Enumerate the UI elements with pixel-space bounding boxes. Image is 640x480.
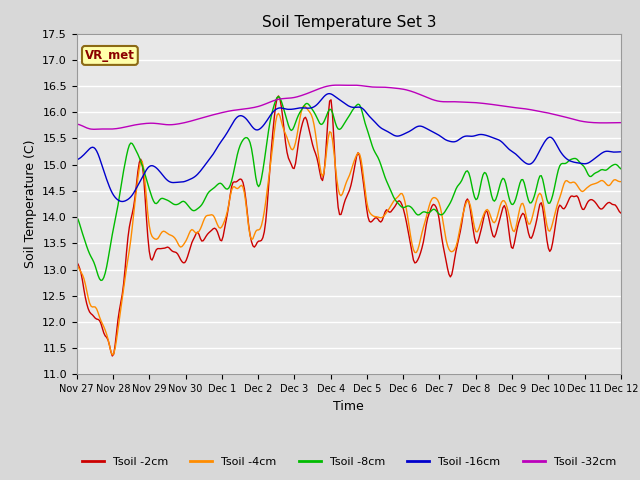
- Tsoil -4cm: [110, 351, 118, 357]
- Tsoil -2cm: [73, 259, 81, 265]
- Tsoil -8cm: [110, 224, 118, 230]
- Tsoil -4cm: [300, 103, 308, 108]
- Tsoil -32cm: [93, 126, 100, 132]
- Tsoil -32cm: [356, 83, 364, 88]
- Tsoil -4cm: [545, 228, 552, 233]
- Tsoil -16cm: [326, 91, 333, 96]
- Tsoil -4cm: [92, 304, 99, 310]
- Tsoil -16cm: [617, 149, 625, 155]
- Tsoil -2cm: [108, 353, 116, 359]
- Tsoil -2cm: [617, 210, 625, 216]
- Tsoil -8cm: [92, 264, 99, 269]
- Line: Tsoil -2cm: Tsoil -2cm: [77, 96, 621, 356]
- Tsoil -32cm: [73, 121, 81, 127]
- Title: Soil Temperature Set 3: Soil Temperature Set 3: [262, 15, 436, 30]
- Tsoil -8cm: [463, 168, 471, 174]
- Tsoil -2cm: [463, 196, 471, 202]
- Tsoil -2cm: [545, 245, 552, 251]
- Tsoil -8cm: [275, 94, 282, 99]
- X-axis label: Time: Time: [333, 400, 364, 413]
- Tsoil -32cm: [90, 126, 98, 132]
- Tsoil -4cm: [108, 352, 116, 358]
- Tsoil -8cm: [617, 166, 625, 172]
- Tsoil -4cm: [617, 179, 625, 184]
- Tsoil -32cm: [110, 126, 118, 132]
- Tsoil -16cm: [356, 104, 364, 110]
- Tsoil -4cm: [356, 151, 364, 156]
- Tsoil -16cm: [92, 146, 99, 152]
- Tsoil -16cm: [616, 149, 623, 155]
- Tsoil -4cm: [463, 198, 471, 204]
- Tsoil -4cm: [616, 179, 623, 184]
- Tsoil -2cm: [92, 315, 99, 321]
- Tsoil -32cm: [463, 99, 471, 105]
- Tsoil -2cm: [275, 93, 282, 99]
- Tsoil -32cm: [616, 120, 623, 126]
- Tsoil -32cm: [334, 82, 342, 88]
- Line: Tsoil -8cm: Tsoil -8cm: [77, 96, 621, 280]
- Line: Tsoil -4cm: Tsoil -4cm: [77, 106, 621, 355]
- Tsoil -16cm: [545, 135, 552, 141]
- Tsoil -4cm: [73, 262, 81, 268]
- Tsoil -32cm: [617, 120, 625, 126]
- Line: Tsoil -16cm: Tsoil -16cm: [77, 94, 621, 202]
- Tsoil -8cm: [616, 165, 623, 170]
- Tsoil -8cm: [97, 277, 105, 283]
- Tsoil -8cm: [73, 214, 81, 220]
- Tsoil -16cm: [73, 156, 81, 162]
- Tsoil -16cm: [118, 199, 126, 204]
- Tsoil -32cm: [545, 110, 552, 116]
- Y-axis label: Soil Temperature (C): Soil Temperature (C): [24, 140, 36, 268]
- Tsoil -8cm: [356, 102, 364, 108]
- Legend: Tsoil -2cm, Tsoil -4cm, Tsoil -8cm, Tsoil -16cm, Tsoil -32cm: Tsoil -2cm, Tsoil -4cm, Tsoil -8cm, Tsoi…: [77, 452, 621, 471]
- Tsoil -8cm: [545, 200, 552, 206]
- Text: VR_met: VR_met: [85, 49, 135, 62]
- Line: Tsoil -32cm: Tsoil -32cm: [77, 85, 621, 129]
- Tsoil -2cm: [356, 153, 364, 158]
- Tsoil -16cm: [108, 190, 116, 196]
- Tsoil -2cm: [110, 351, 118, 357]
- Tsoil -2cm: [616, 209, 623, 215]
- Tsoil -16cm: [463, 133, 471, 139]
